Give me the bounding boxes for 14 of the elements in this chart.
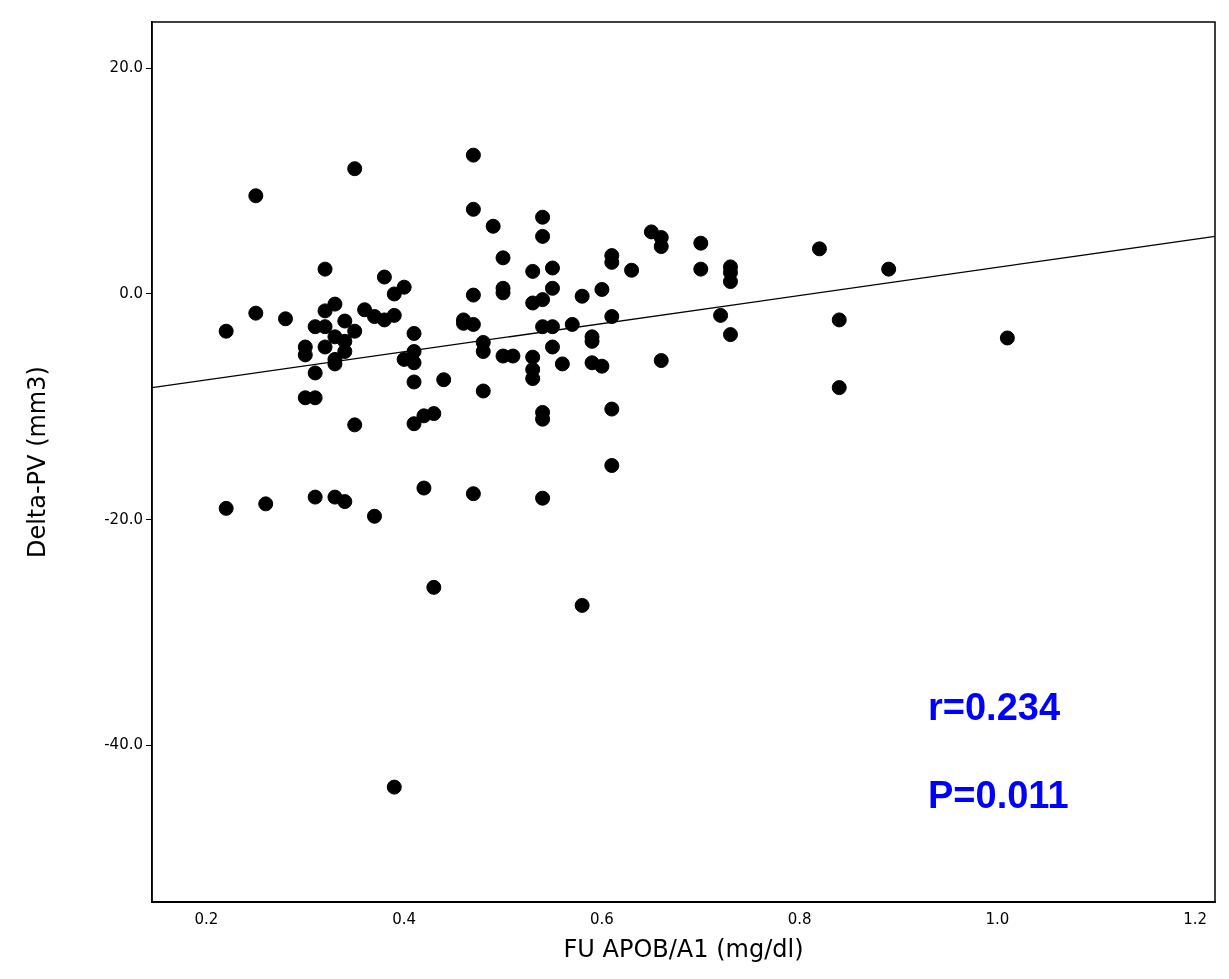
annotation: P=0.011: [928, 774, 1069, 816]
x-tick-label: 1.0: [985, 910, 1010, 929]
y-tick-label: 0.0: [119, 283, 143, 302]
y-tick-label: 20.0: [109, 58, 143, 77]
y-tick-label: -40.0: [104, 735, 143, 754]
x-axis-title: FU APOB/A1 (mg/dl): [563, 934, 804, 963]
annotation: r=0.234: [928, 686, 1061, 728]
x-tick-label: 0.4: [392, 910, 417, 929]
x-tick-label: 0.2: [194, 910, 219, 929]
x-tick-label: 0.6: [589, 910, 614, 929]
x-tick-label: 0.8: [787, 910, 812, 929]
y-tick-label: -20.0: [104, 509, 143, 528]
x-tick-label: 1.2: [1183, 910, 1208, 929]
y-axis-title: Delta-PV (mm3): [22, 366, 51, 559]
